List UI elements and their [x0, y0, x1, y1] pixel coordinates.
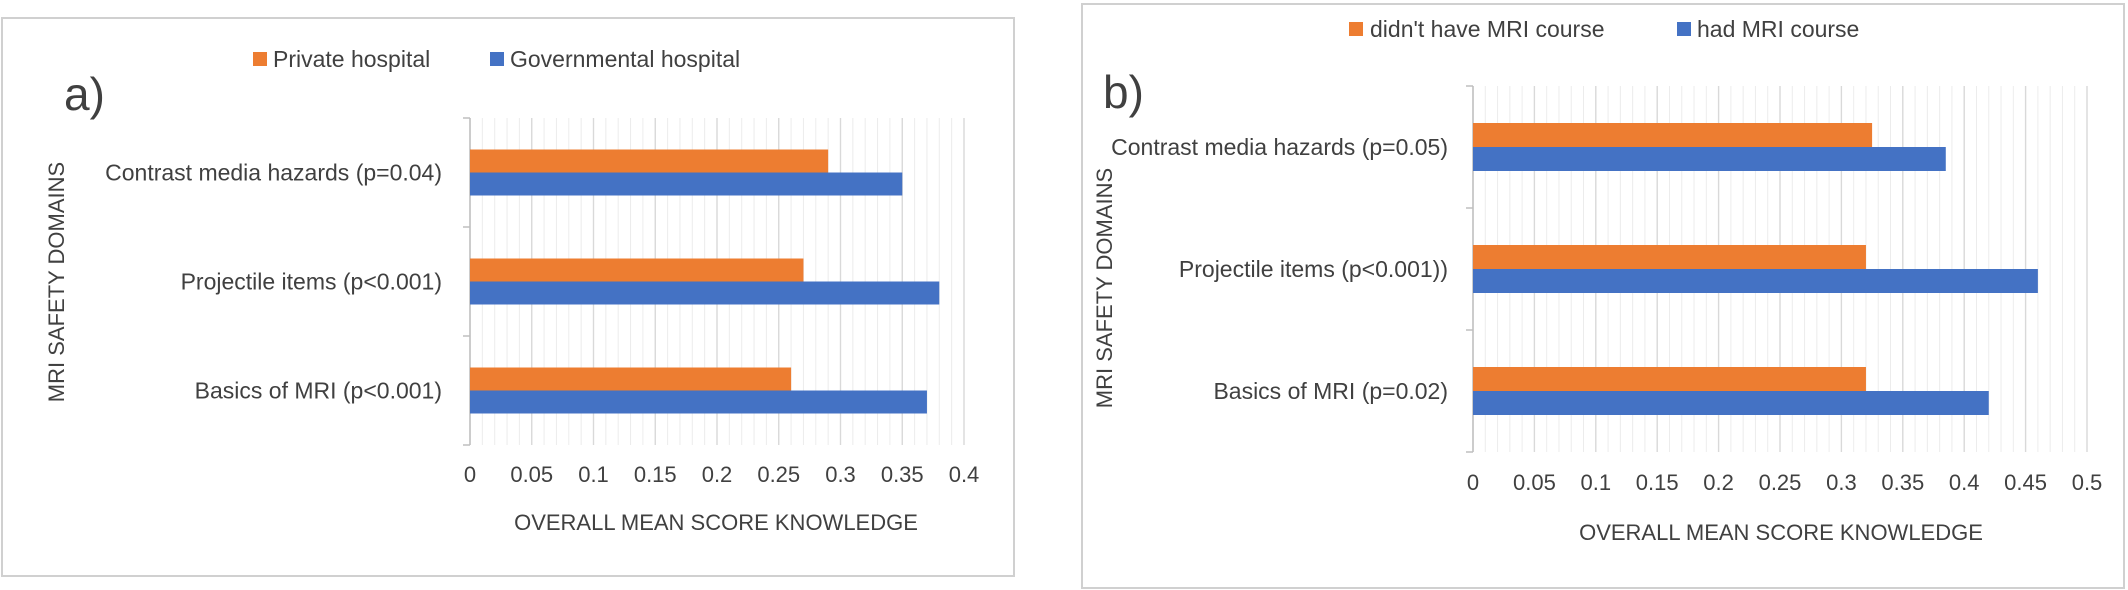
x-tick-label: 0.4 — [949, 462, 980, 487]
x-axis-title: OVERALL MEAN SCORE KNOWLEDGE — [514, 510, 918, 535]
y-axis-title: MRI SAFETY DOMAINS — [1092, 168, 1117, 408]
y-axis-title: MRI SAFETY DOMAINS — [44, 162, 69, 402]
bar-series1 — [470, 258, 804, 282]
bar-series2 — [1473, 269, 2038, 293]
x-tick-label: 0.2 — [702, 462, 733, 487]
x-tick-label: 0.25 — [1759, 470, 1802, 495]
legend-swatch-no-course — [1349, 22, 1363, 36]
x-tick-label: 0.3 — [825, 462, 856, 487]
category-label: Basics of MRI (p=0.02) — [1213, 378, 1448, 404]
x-tick-label: 0.4 — [1949, 470, 1980, 495]
category-label: Contrast media hazards (p=0.05) — [1111, 134, 1448, 160]
x-tick-label: 0.35 — [1881, 470, 1924, 495]
panel-label: a) — [64, 68, 105, 120]
x-tick-label: 0.15 — [634, 462, 677, 487]
category-labels: Contrast media hazards (p=0.04) Projectil… — [105, 160, 442, 404]
x-tick-label: 0 — [464, 462, 476, 487]
chart-panel-b: b) didn't have MRI course had MRI course… — [1081, 3, 2125, 589]
legend: didn't have MRI course had MRI course — [1349, 16, 1859, 42]
bar-series2 — [1473, 391, 1989, 415]
category-label: Contrast media hazards (p=0.04) — [105, 160, 442, 186]
bars — [1473, 123, 2038, 415]
legend-label-no-course: didn't have MRI course — [1370, 16, 1605, 42]
x-tick-label: 0.2 — [1703, 470, 1734, 495]
x-tick-label: 0.05 — [1513, 470, 1556, 495]
bars — [470, 149, 940, 414]
bar-series2 — [470, 172, 903, 196]
bar-series1 — [1473, 123, 1873, 147]
category-label: Projectile items (p<0.001)) — [1179, 256, 1448, 282]
x-tick-label: 0.05 — [510, 462, 553, 487]
chart-panel-a: a) Private hospital Governmental hospita… — [1, 17, 1015, 577]
legend-swatch-governmental — [490, 52, 504, 66]
category-label: Projectile items (p<0.001) — [181, 269, 442, 295]
x-tick-label: 0 — [1467, 470, 1479, 495]
legend: Private hospital Governmental hospital — [253, 46, 740, 72]
legend-swatch-private — [253, 52, 267, 66]
bar-series1 — [470, 149, 829, 173]
bar-series1 — [1473, 245, 1866, 269]
category-label: Basics of MRI (p<0.001) — [195, 378, 442, 404]
legend-swatch-had-course — [1677, 22, 1691, 36]
legend-label-governmental: Governmental hospital — [510, 46, 740, 72]
panel-frame — [1081, 3, 2125, 589]
legend-label-private: Private hospital — [273, 46, 430, 72]
x-tick-labels: 0 0.05 0.1 0.15 0.2 0.25 0.3 0.35 0.4 — [464, 462, 979, 487]
x-tick-label: 0.15 — [1636, 470, 1679, 495]
x-tick-label: 0.5 — [2072, 470, 2103, 495]
legend-label-had-course: had MRI course — [1697, 16, 1859, 42]
x-tick-label: 0.45 — [2004, 470, 2047, 495]
x-tick-label: 0.3 — [1826, 470, 1857, 495]
x-tick-label: 0.35 — [881, 462, 924, 487]
x-tick-label: 0.25 — [757, 462, 800, 487]
x-tick-label: 0.1 — [578, 462, 609, 487]
x-tick-label: 0.1 — [1581, 470, 1612, 495]
x-axis-title: OVERALL MEAN SCORE KNOWLEDGE — [1579, 520, 1983, 545]
bar-series1 — [470, 367, 792, 391]
bar-series1 — [1473, 367, 1866, 391]
bar-series2 — [470, 390, 927, 414]
bar-series2 — [1473, 147, 1946, 171]
x-tick-labels: 0 0.05 0.1 0.15 0.2 0.25 0.3 0.35 0.4 0.45 0.5 — [1467, 470, 2102, 495]
panel-label: b) — [1103, 66, 1144, 118]
bar-series2 — [470, 281, 940, 305]
category-labels: Contrast media hazards (p=0.05) Projectil… — [1111, 134, 1448, 404]
